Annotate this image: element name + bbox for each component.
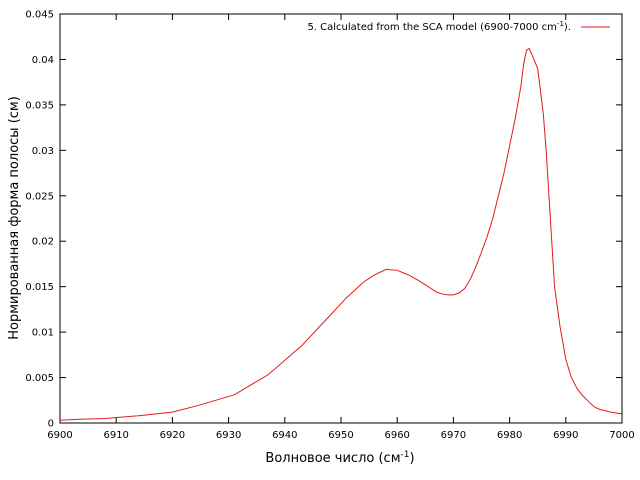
series-line — [59, 47, 623, 421]
y-tick-label: 0 — [48, 419, 54, 430]
x-tick-label: 6910 — [103, 430, 128, 441]
y-tick-label: 0.005 — [25, 373, 54, 384]
plot-frame — [59, 13, 623, 424]
legend-label: 5. Calculated from the SCA model (6900-7… — [307, 20, 571, 33]
x-tick-label: 6960 — [384, 430, 409, 441]
x-tick-label: 7000 — [609, 430, 634, 441]
legend: 5. Calculated from the SCA model (6900-7… — [307, 20, 610, 33]
x-tick-label: 6980 — [497, 430, 522, 441]
x-tick-label: 6970 — [441, 430, 466, 441]
y-tick-label: 0.025 — [25, 191, 54, 202]
y-tick-label: 0.015 — [25, 282, 54, 293]
y-tick-label: 0.04 — [32, 55, 54, 66]
x-tick-label: 6900 — [47, 430, 72, 441]
x-tick-label: 6990 — [553, 430, 578, 441]
x-tick-label: 6950 — [328, 430, 353, 441]
y-tick-label: 0.03 — [32, 146, 54, 157]
x-tick-label: 6940 — [272, 430, 297, 441]
y-axis-label: Нормированная форма полосы (см) — [7, 96, 22, 340]
x-axis-label: Волновое число (см-1) — [265, 450, 414, 466]
y-tick-label: 0.02 — [32, 237, 54, 248]
y-tick-label: 0.01 — [32, 328, 54, 339]
y-tick-label: 0.035 — [25, 100, 54, 111]
x-tick-label: 6930 — [216, 430, 241, 441]
ticks — [59, 13, 623, 424]
tick-labels: 6900 6910 6920 6930 6940 6950 6960 6970 6980 6990… — [25, 10, 634, 442]
x-tick-label: 6920 — [160, 430, 185, 441]
y-tick-label: 0.045 — [25, 10, 54, 21]
